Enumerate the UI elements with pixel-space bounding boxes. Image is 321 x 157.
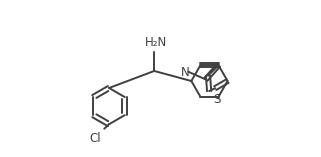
Text: S: S [213, 93, 221, 106]
Text: N: N [181, 66, 190, 79]
Text: H₂N: H₂N [145, 36, 168, 49]
Text: Cl: Cl [89, 132, 101, 145]
